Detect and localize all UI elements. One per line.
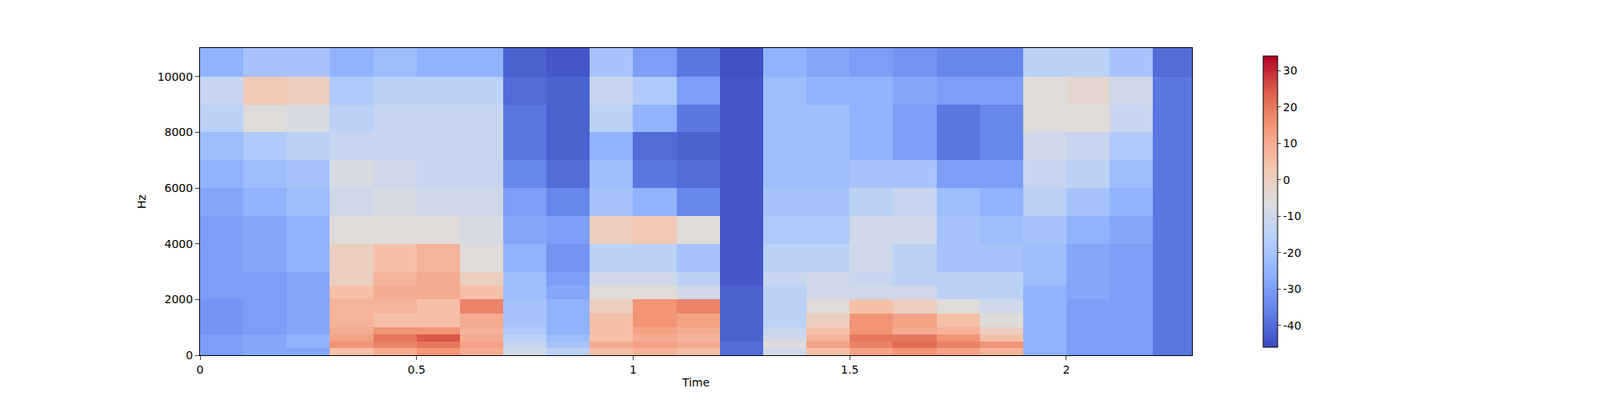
- svg-text:0.5: 0.5: [408, 363, 426, 376]
- svg-text:-20: -20: [1283, 246, 1302, 260]
- svg-text:-10: -10: [1283, 209, 1302, 223]
- svg-text:0: 0: [1283, 173, 1291, 187]
- svg-text:6000: 6000: [164, 181, 194, 195]
- svg-text:1: 1: [629, 363, 637, 376]
- svg-text:8000: 8000: [164, 125, 194, 139]
- svg-text:0: 0: [185, 348, 193, 362]
- svg-text:0: 0: [196, 363, 204, 376]
- svg-text:Time: Time: [681, 376, 710, 389]
- svg-text:2000: 2000: [164, 292, 194, 306]
- svg-text:2: 2: [1063, 363, 1071, 376]
- svg-text:-30: -30: [1283, 282, 1302, 296]
- svg-text:30: 30: [1283, 64, 1298, 77]
- svg-text:1.5: 1.5: [840, 363, 859, 376]
- svg-text:20: 20: [1283, 100, 1298, 114]
- svg-text:4000: 4000: [164, 237, 194, 251]
- svg-text:-40: -40: [1283, 319, 1302, 332]
- svg-text:10: 10: [1283, 136, 1298, 150]
- svg-text:10000: 10000: [157, 70, 194, 84]
- svg-text:Hz: Hz: [135, 194, 148, 209]
